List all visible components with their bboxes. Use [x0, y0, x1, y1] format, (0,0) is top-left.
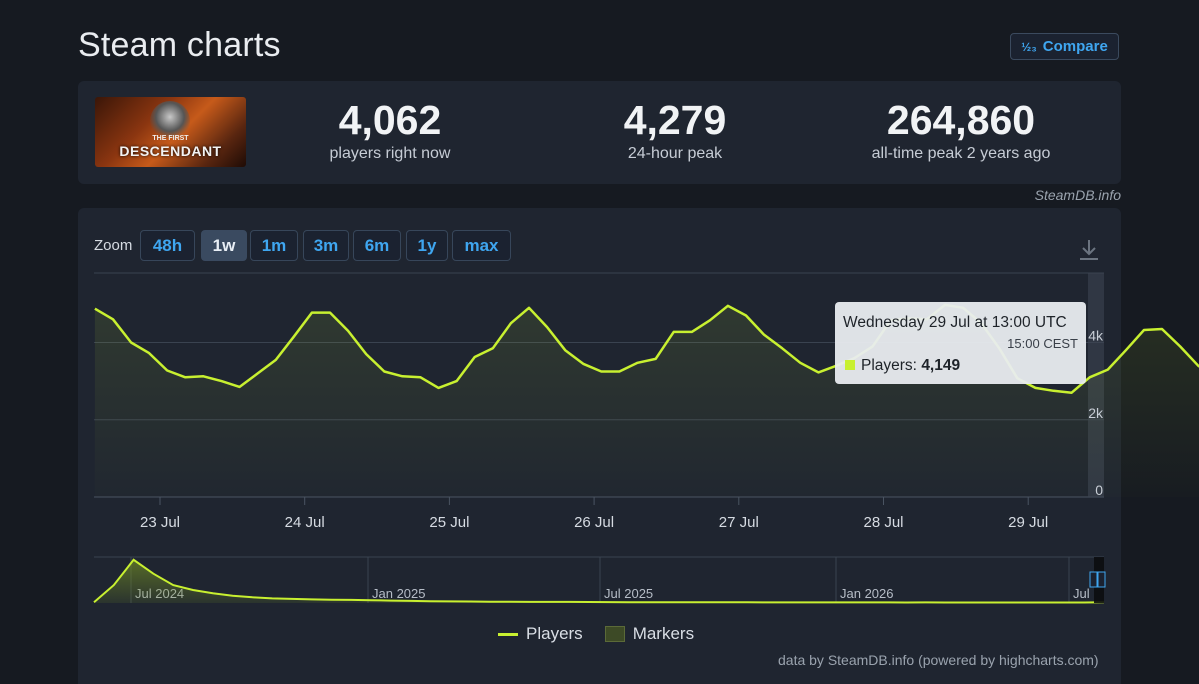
stat-players-now: 4,062 players right now [300, 97, 480, 163]
chart-panel [78, 208, 1121, 684]
game-logo-small: THE FIRST [152, 135, 189, 142]
stat-24h-peak: 4,279 24-hour peak [585, 97, 765, 163]
players-now-value: 4,062 [338, 97, 442, 143]
game-thumbnail[interactable]: THE FIRST DESCENDANT [95, 97, 246, 167]
all-time-peak-value: 264,860 [886, 97, 1036, 143]
zoom-button-6m[interactable]: 6m [353, 230, 401, 261]
compare-label: Compare [1042, 38, 1108, 55]
download-icon[interactable] [1078, 238, 1100, 262]
zoom-button-1y[interactable]: 1y [406, 230, 448, 261]
steamdb-credit-link[interactable]: SteamDB.info [1034, 187, 1121, 203]
zoom-button-max[interactable]: max [452, 230, 511, 261]
zoom-label: Zoom [94, 237, 133, 254]
zoom-button-1w[interactable]: 1w [201, 230, 247, 261]
chart-credit[interactable]: data by SteamDB.info (powered by highcha… [778, 652, 1099, 668]
zoom-button-3m[interactable]: 3m [303, 230, 349, 261]
peak-24h-label: 24-hour peak [627, 145, 723, 162]
stats-panel: THE FIRST DESCENDANT 4,062 players right… [78, 81, 1121, 184]
stat-all-time-peak: 264,860 all-time peak 2 years ago [841, 97, 1081, 163]
all-time-peak-label: all-time peak 2 years ago [871, 145, 1051, 162]
players-now-label: players right now [329, 145, 451, 162]
game-art-figure [150, 101, 190, 141]
game-logo: DESCENDANT [119, 143, 222, 159]
compare-button[interactable]: ½₃ Compare [1010, 33, 1119, 60]
page-title: Steam charts [78, 26, 281, 64]
chart-legend: Players Markers [498, 624, 694, 644]
compare-icon: ½₃ [1021, 39, 1037, 54]
zoom-button-48h[interactable]: 48h [140, 230, 195, 261]
legend-markers-swatch[interactable] [604, 626, 625, 642]
zoom-button-1m[interactable]: 1m [250, 230, 298, 261]
legend-players-swatch[interactable] [498, 632, 518, 636]
legend-players-label[interactable]: Players [526, 624, 583, 643]
legend-markers-label[interactable]: Markers [632, 624, 695, 643]
peak-24h-value: 4,279 [623, 97, 727, 143]
